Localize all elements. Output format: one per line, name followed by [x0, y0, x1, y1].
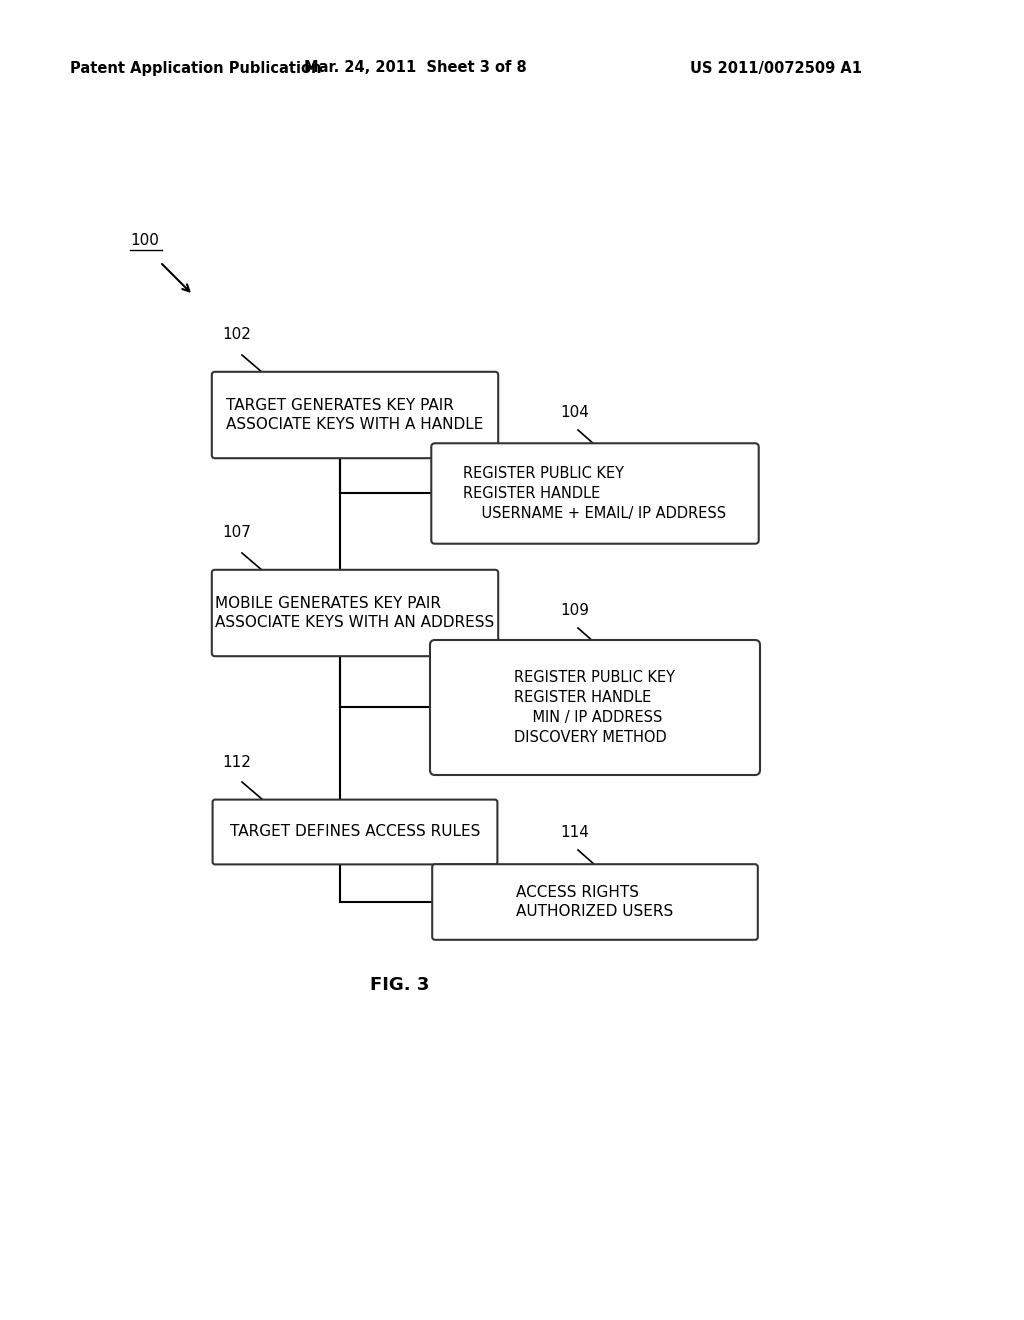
Text: MOBILE GENERATES KEY PAIR
ASSOCIATE KEYS WITH AN ADDRESS: MOBILE GENERATES KEY PAIR ASSOCIATE KEYS…	[215, 595, 495, 631]
Text: 109: 109	[560, 603, 589, 618]
Text: REGISTER PUBLIC KEY
REGISTER HANDLE
    MIN / IP ADDRESS
DISCOVERY METHOD: REGISTER PUBLIC KEY REGISTER HANDLE MIN …	[514, 671, 676, 744]
Text: 100: 100	[130, 234, 159, 248]
Text: Patent Application Publication: Patent Application Publication	[70, 61, 322, 75]
Text: 112: 112	[222, 755, 251, 770]
FancyBboxPatch shape	[212, 372, 499, 458]
Text: Mar. 24, 2011  Sheet 3 of 8: Mar. 24, 2011 Sheet 3 of 8	[304, 61, 526, 75]
FancyBboxPatch shape	[432, 865, 758, 940]
Text: FIG. 3: FIG. 3	[371, 975, 430, 994]
Text: TARGET GENERATES KEY PAIR
ASSOCIATE KEYS WITH A HANDLE: TARGET GENERATES KEY PAIR ASSOCIATE KEYS…	[226, 397, 483, 433]
FancyBboxPatch shape	[212, 570, 499, 656]
Text: 114: 114	[560, 825, 589, 840]
Text: TARGET DEFINES ACCESS RULES: TARGET DEFINES ACCESS RULES	[229, 825, 480, 840]
Text: 104: 104	[560, 405, 589, 420]
Text: REGISTER PUBLIC KEY
REGISTER HANDLE
    USERNAME + EMAIL/ IP ADDRESS: REGISTER PUBLIC KEY REGISTER HANDLE USER…	[464, 466, 727, 521]
FancyBboxPatch shape	[430, 640, 760, 775]
Text: 102: 102	[222, 327, 251, 342]
FancyBboxPatch shape	[213, 800, 498, 865]
FancyBboxPatch shape	[431, 444, 759, 544]
Text: US 2011/0072509 A1: US 2011/0072509 A1	[690, 61, 862, 75]
Text: 107: 107	[222, 525, 251, 540]
Text: ACCESS RIGHTS
AUTHORIZED USERS: ACCESS RIGHTS AUTHORIZED USERS	[516, 884, 674, 920]
